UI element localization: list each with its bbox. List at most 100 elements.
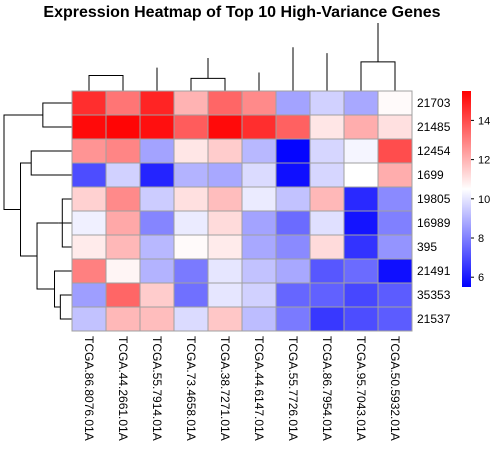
heatmap-cell — [343, 114, 379, 140]
heatmap-cell — [105, 90, 141, 116]
heatmap-cell — [207, 186, 243, 212]
dendrogram-branch — [3, 114, 43, 210]
row-labels: 21703 21485 12454 1699 19805 16989 395 21491 353… — [417, 96, 451, 326]
row-label: 21703 — [417, 96, 451, 110]
colorbar-tick-label: 14 — [478, 115, 490, 127]
heatmap-cell — [241, 258, 277, 284]
row-dendrogram — [3, 102, 72, 320]
heatmap-cell — [105, 306, 141, 332]
row-label: 395 — [417, 240, 437, 254]
dendrogram-branch — [42, 102, 72, 128]
heatmap-cell — [173, 114, 209, 140]
heatmap-cell — [173, 234, 209, 260]
column-label: TCGA.73.4658.01A — [184, 336, 198, 441]
chart-title: Expression Heatmap of Top 10 High-Varian… — [43, 4, 440, 21]
colorbar-tick-label: 8 — [478, 233, 484, 245]
heatmap-cell — [241, 234, 277, 260]
color-legend: 6 8 10 12 14 — [462, 91, 490, 287]
heatmap-cell — [71, 282, 107, 308]
heatmap-cell — [71, 138, 107, 164]
heatmap-cell — [105, 258, 141, 284]
heatmap-cell — [173, 90, 209, 116]
column-label: TCGA.44.6147.01A — [252, 336, 266, 441]
heatmap-cell — [275, 138, 311, 164]
heatmap-cell — [377, 114, 413, 140]
heatmap-cell — [105, 114, 141, 140]
heatmap-cell — [105, 162, 141, 188]
heatmap-cell — [173, 258, 209, 284]
heatmap-cell — [105, 186, 141, 212]
heatmap-cell — [173, 138, 209, 164]
heatmap-cell — [173, 306, 209, 332]
heatmap-cell — [207, 114, 243, 140]
heatmap-cell — [343, 162, 379, 188]
heatmap-cell — [139, 138, 175, 164]
column-label: TCGA.50.5932.01A — [388, 336, 402, 441]
heatmap-cell — [377, 162, 413, 188]
heatmap-cell — [309, 114, 345, 140]
heatmap-cell — [275, 282, 311, 308]
heatmap-cell — [377, 306, 413, 332]
column-label: TCGA.95.7043.01A — [354, 336, 368, 441]
heatmap-cell — [343, 90, 379, 116]
dendrogram-branch — [360, 61, 396, 91]
dendrogram-branch — [88, 74, 124, 91]
heatmap-cell — [309, 306, 345, 332]
heatmap-cell — [71, 90, 107, 116]
heatmap-cell — [71, 258, 107, 284]
heatmap-cell — [377, 210, 413, 236]
heatmap-cell — [275, 210, 311, 236]
heatmap-cell — [207, 306, 243, 332]
dendrogram-branch — [190, 77, 226, 91]
heatmap-cell — [173, 162, 209, 188]
dendrogram-branch — [36, 222, 59, 290]
heatmap-cell — [173, 210, 209, 236]
heatmap-cell — [309, 162, 345, 188]
heatmap-cell — [377, 258, 413, 284]
colorbar-tick-label: 12 — [478, 155, 490, 167]
heatmap-cell — [139, 210, 175, 236]
heatmap-cell — [105, 282, 141, 308]
heatmap-cell — [105, 234, 141, 260]
column-label: TCGA.44.2661.01A — [116, 336, 130, 441]
heatmap-cell — [377, 90, 413, 116]
heatmap-cell — [71, 306, 107, 332]
row-label: 16989 — [417, 216, 451, 230]
heatmap-cell — [275, 114, 311, 140]
heatmap-cell — [139, 282, 175, 308]
heatmap-cell — [275, 90, 311, 116]
column-label: TCGA.86.7954.01A — [320, 336, 334, 441]
heatmap-cells — [71, 90, 413, 332]
heatmap-cell — [241, 138, 277, 164]
heatmap-cell — [71, 162, 107, 188]
heatmap-cell — [343, 282, 379, 308]
heatmap-cell — [207, 234, 243, 260]
colorbar-tick-label: 10 — [478, 194, 490, 206]
heatmap-cell — [71, 186, 107, 212]
heatmap-cell — [309, 138, 345, 164]
heatmap-cell — [105, 210, 141, 236]
heatmap-cell — [207, 258, 243, 284]
heatmap-cell — [343, 138, 379, 164]
heatmap-cell — [309, 186, 345, 212]
heatmap-cell — [309, 234, 345, 260]
heatmap-cell — [241, 162, 277, 188]
heatmap-cell — [241, 114, 277, 140]
heatmap-cell — [309, 282, 345, 308]
heatmap-cell — [71, 210, 107, 236]
row-label: 35353 — [417, 288, 451, 302]
heatmap-cell — [71, 234, 107, 260]
heatmap-cell — [241, 90, 277, 116]
heatmap-cell — [207, 210, 243, 236]
colorbar-tick-label: 6 — [478, 272, 484, 284]
heatmap-cell — [309, 90, 345, 116]
heatmap-cell — [241, 186, 277, 212]
heatmap-cell — [309, 258, 345, 284]
row-label: 21485 — [417, 120, 451, 134]
heatmap-cell — [139, 162, 175, 188]
heatmap-cell — [207, 90, 243, 116]
column-dendrogram — [88, 23, 396, 91]
dendrogram-branch — [59, 294, 72, 320]
heatmap-cell — [241, 210, 277, 236]
row-label: 21537 — [417, 312, 451, 326]
